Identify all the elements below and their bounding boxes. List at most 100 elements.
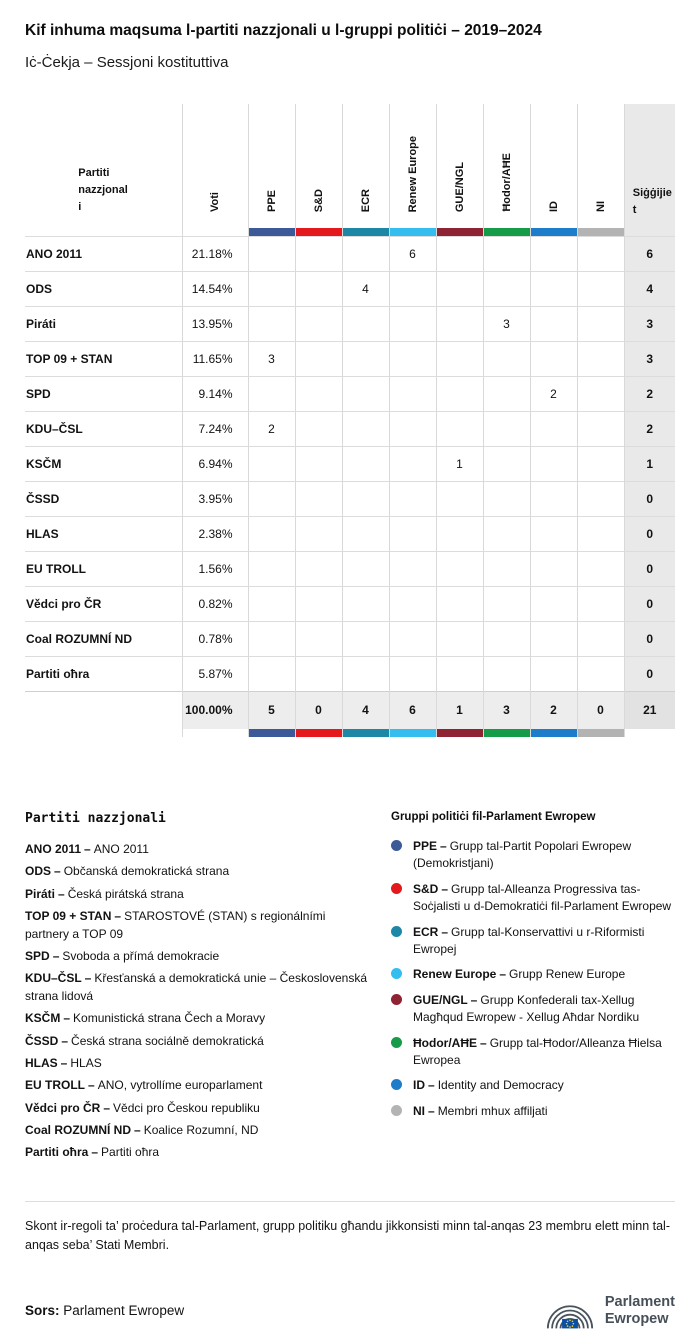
page-subtitle: Iċ-Ċekja – Sessjoni kostituttiva [25,54,229,71]
seat-count-odor-a-e [482,585,530,621]
seat-count-s-d [294,480,342,516]
seat-count-ppe [247,445,295,481]
voti-column-header: Voti [181,104,248,228]
total-seat-count-gue-ngl: 1 [435,690,483,729]
seat-count-ppe [247,585,295,621]
seat-count-id [529,270,577,306]
footer-divider [25,1200,675,1202]
separator-dash: – [91,1145,99,1160]
vote-share: 9.14% [181,375,248,411]
seat-count-odor-a-e [482,375,530,411]
party-name: ČSSD [25,480,182,516]
seat-count-s-d [294,305,342,341]
seat-count-renew-europe [388,620,436,656]
seat-count-gue-ngl: 1 [435,445,483,481]
seat-count-ecr [341,340,389,376]
seat-count-gue-ngl [435,550,483,586]
bar-spacer [181,729,248,737]
seat-count-ppe: 2 [247,410,295,446]
total-row-spacer [25,690,182,729]
total-seat-count-odor-a-e: 3 [482,690,530,729]
seat-count-renew-europe [388,410,436,446]
seat-count-ppe: 3 [247,340,295,376]
group-legend-item: S&D – Grupp tal-Alleanza Progressiva tas-S… [391,881,673,916]
table-total-row: 100.00% 5 0 4 6 1 3 2 0 21 [25,690,675,729]
party-abbr: ODS [25,864,52,879]
separator-dash: – [61,1033,69,1048]
seat-count-gue-ngl [435,375,483,411]
seat-count-id [529,585,577,621]
separator-dash: – [88,1078,95,1093]
color-bar-gue-ngl [435,228,483,236]
seat-count-gue-ngl [435,585,483,621]
total-seats: 1 [623,445,675,481]
group-column-header-label: Ħodor/AĦE [500,153,513,212]
party-abbr: SPD [25,948,50,963]
party-abbr: Piráti [25,886,56,901]
party-column-header: Partiti nazzjonali [25,104,182,228]
seat-count-ecr [341,655,389,691]
group-legend-text: ID – Identity and Democracy [413,1078,564,1092]
color-bar-ni [576,228,624,236]
color-bar-ecr [341,228,389,236]
seat-count-ni [576,445,624,481]
group-column-header-gue-ngl: GUE/NGL [435,104,483,228]
separator-dash: – [440,839,447,853]
vote-share: 13.95% [181,305,248,341]
group-legend-item: ID – Identity and Democracy [391,1077,673,1094]
party-name: ODS [25,270,182,306]
vote-share: 11.65% [181,340,248,376]
group-color-bar-row [25,228,675,236]
party-description: Partiti oħra [101,1145,160,1160]
seat-count-ni [576,550,624,586]
group-column-header-label: S&D [312,188,325,212]
seat-count-s-d [294,445,342,481]
party-legend-item: Coal ROZUMNÍ ND – Koalice Rozumní, ND [25,1122,370,1139]
separator-dash: – [114,909,122,924]
group-column-header-label: ID [547,201,560,212]
source-row: Sors: Parlament Ewropew [25,1292,675,1330]
group-color-dot [391,1036,402,1048]
separator-dash: – [84,842,91,856]
party-legend-item: TOP 09 + STAN – STAROSTOVÉ (STAN) s region… [25,908,370,943]
group-legend-item: GUE/NGL – Grupp Konfederali tax-Xellug Mag… [391,992,673,1027]
separator-dash: – [60,1055,68,1070]
group-legend-item: NI – Membri mhux affiljati [391,1103,673,1120]
seat-count-s-d [294,585,342,621]
national-parties-legend-title: Partiti nazzjonali [25,811,166,826]
seat-count-id [529,445,577,481]
group-description: Membri mhux affiljati [437,1103,548,1118]
vote-share: 2.38% [181,515,248,551]
total-seats: 3 [623,305,675,341]
party-description: Občanská demokratická strana [63,864,230,879]
seat-count-id [529,620,577,656]
seat-count-renew-europe [388,445,436,481]
seat-count-ppe [247,515,295,551]
party-legend-item: Vědci pro ČR – Vědci pro Českou republiku [25,1100,370,1117]
seat-count-gue-ngl [435,340,483,376]
seat-count-gue-ngl [435,515,483,551]
color-bar-id [529,729,577,737]
color-bar-ecr [341,729,389,737]
party-legend-item: KDU–ČSL – Křesťanská a demokratická unie –… [25,970,370,1005]
party-name: Piráti [25,305,182,341]
party-abbr: EU TROLL [25,1078,85,1093]
seat-count-s-d [294,235,342,271]
vote-share: 6.94% [181,445,248,481]
party-name: Partiti oħra [25,655,182,691]
seat-count-ni [576,270,624,306]
seat-count-ppe [247,375,295,411]
vote-share: 7.24% [181,410,248,446]
party-abbr: Coal ROZUMNÍ ND [25,1123,131,1138]
table-row: ANO 2011 21.18% 6 6 [25,235,675,271]
seat-count-s-d [294,655,342,691]
table-row: Piráti 13.95% 3 3 [25,305,675,341]
seat-count-odor-a-e [482,550,530,586]
total-seat-count-ni: 0 [576,690,624,729]
total-seat-count-id: 2 [529,690,577,729]
total-seats: 2 [623,410,675,446]
color-bar-renew-europe [388,228,436,236]
separator-dash: – [480,1035,487,1050]
color-bar-odor-a-e [482,228,530,236]
separator-dash: – [103,1100,111,1115]
